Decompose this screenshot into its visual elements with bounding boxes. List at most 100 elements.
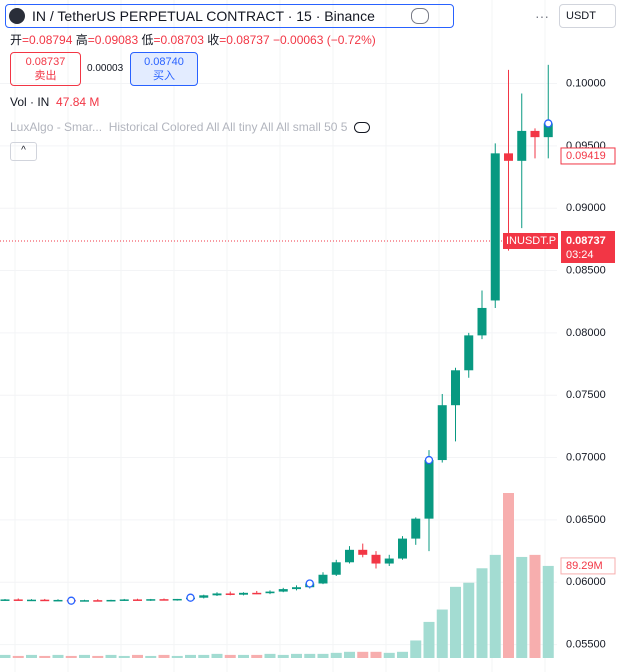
volume-legend: Vol · IN 47.84 M	[10, 95, 99, 109]
volume-bar	[211, 653, 223, 658]
candle-body	[13, 599, 23, 601]
symbol-tag	[503, 232, 558, 249]
volume-bar	[344, 651, 355, 658]
y-tick-label: 0.10000	[566, 77, 606, 89]
candle-body	[331, 562, 341, 575]
candle-body	[292, 587, 301, 590]
ohlc-value: =0.08794	[22, 33, 73, 47]
candle-body	[278, 589, 288, 592]
candle-body	[371, 554, 381, 564]
volume-bar	[198, 654, 210, 658]
symbol-tag-label: INUSDT.P	[506, 235, 556, 247]
more-icon[interactable]: ···	[535, 8, 549, 24]
candle-body	[212, 593, 222, 596]
visibility-icon[interactable]	[354, 122, 371, 134]
high-marker-box	[560, 147, 616, 165]
indicator-params: Historical Colored All All tiny All All …	[108, 120, 348, 134]
candle-body	[119, 599, 129, 601]
candle-body	[504, 153, 513, 161]
symbol-box[interactable]: IN / TetherUS PERPETUAL CONTRACT · 15 · …	[5, 4, 454, 28]
candle-body	[27, 599, 36, 602]
candle-body	[172, 598, 182, 601]
ohlc-label: 开	[10, 33, 23, 47]
volume-bar	[370, 651, 382, 658]
y-tick-label: 0.06000	[566, 576, 606, 588]
volume-marker-box	[560, 557, 616, 575]
volume-bar	[251, 654, 263, 658]
volume-bar	[397, 651, 408, 658]
spread: 0.00003	[87, 63, 124, 74]
ohlc-label: 低	[141, 33, 154, 47]
candle-body	[225, 593, 235, 595]
volume-bar	[132, 654, 143, 658]
volume-bar	[277, 654, 289, 658]
volume-marker-label: 89.29M	[566, 560, 603, 572]
ohlc-row: 开=0.08794 高=0.09083 低=0.08703 收=0.08737 …	[10, 31, 376, 48]
currency-box[interactable]: USDT	[559, 4, 616, 28]
candle-body	[477, 307, 487, 336]
volume-bar	[450, 586, 461, 658]
high-marker-label: 0.09419	[566, 150, 606, 162]
volume-bar	[26, 654, 37, 658]
candle-body	[0, 599, 10, 601]
collapse-button[interactable]: ^	[10, 142, 37, 161]
sell-button[interactable]: 0.08737 卖出	[10, 52, 81, 86]
volume-bar	[423, 621, 435, 658]
candle-body	[530, 130, 540, 138]
volume-bar	[105, 654, 117, 658]
volume-bar	[330, 652, 342, 658]
buy-button[interactable]: 0.08740 买入	[130, 52, 198, 86]
volume-bar	[264, 653, 276, 658]
ohlc-value: =0.08703	[153, 33, 204, 47]
volume-bar	[357, 651, 369, 658]
volume-bar	[12, 655, 24, 658]
volume-bar	[79, 654, 90, 658]
volume-bar	[489, 554, 501, 658]
candle-body	[490, 153, 500, 301]
candle-body	[159, 599, 169, 601]
y-tick-label: 0.08500	[566, 264, 606, 276]
volume-bar	[185, 654, 196, 658]
volume-bar	[39, 655, 51, 658]
volume-bar	[503, 493, 514, 658]
signal-marker	[67, 596, 76, 605]
candle-body	[199, 595, 209, 598]
signal-marker	[544, 119, 553, 128]
candle-body	[517, 130, 527, 161]
volume-bar	[92, 655, 104, 658]
ohlc-value: =0.09083	[87, 33, 139, 47]
volume-bar	[463, 582, 475, 658]
candle-body	[40, 599, 50, 602]
candle-body	[424, 460, 434, 519]
countdown: 03:24	[566, 249, 594, 261]
indicator-name: LuxAlgo - Smar...	[10, 120, 103, 134]
volume-bar	[158, 654, 170, 658]
candle-body	[543, 123, 553, 138]
buy-label: 买入	[153, 70, 175, 82]
buy-price: 0.08740	[144, 56, 184, 68]
candle-body	[53, 599, 63, 602]
candle-body	[133, 599, 142, 601]
volume-bar	[0, 654, 11, 658]
candle-body	[318, 574, 328, 584]
volume-bar	[436, 609, 448, 658]
volume-bar	[542, 565, 554, 658]
candle-body	[239, 592, 248, 595]
volume-label: Vol · IN	[10, 95, 50, 109]
candle-body	[358, 549, 368, 555]
volume-bar	[291, 653, 302, 658]
candle-body	[411, 518, 421, 539]
signal-marker	[424, 455, 434, 465]
symbol-title: IN / TetherUS PERPETUAL CONTRACT · 15 · …	[32, 8, 375, 24]
compare-icon[interactable]	[411, 8, 429, 24]
ohlc-label: 收	[207, 33, 220, 47]
candle-body	[146, 599, 156, 601]
y-tick-label: 0.07000	[566, 451, 606, 463]
ohlc-value: =0.08737	[219, 33, 270, 47]
volume-bar	[410, 640, 422, 658]
signal-marker	[305, 579, 314, 588]
indicator-legend: LuxAlgo - Smar... Historical Colored All…	[10, 120, 371, 134]
volume-bar	[529, 554, 541, 658]
candle-body	[345, 549, 354, 563]
